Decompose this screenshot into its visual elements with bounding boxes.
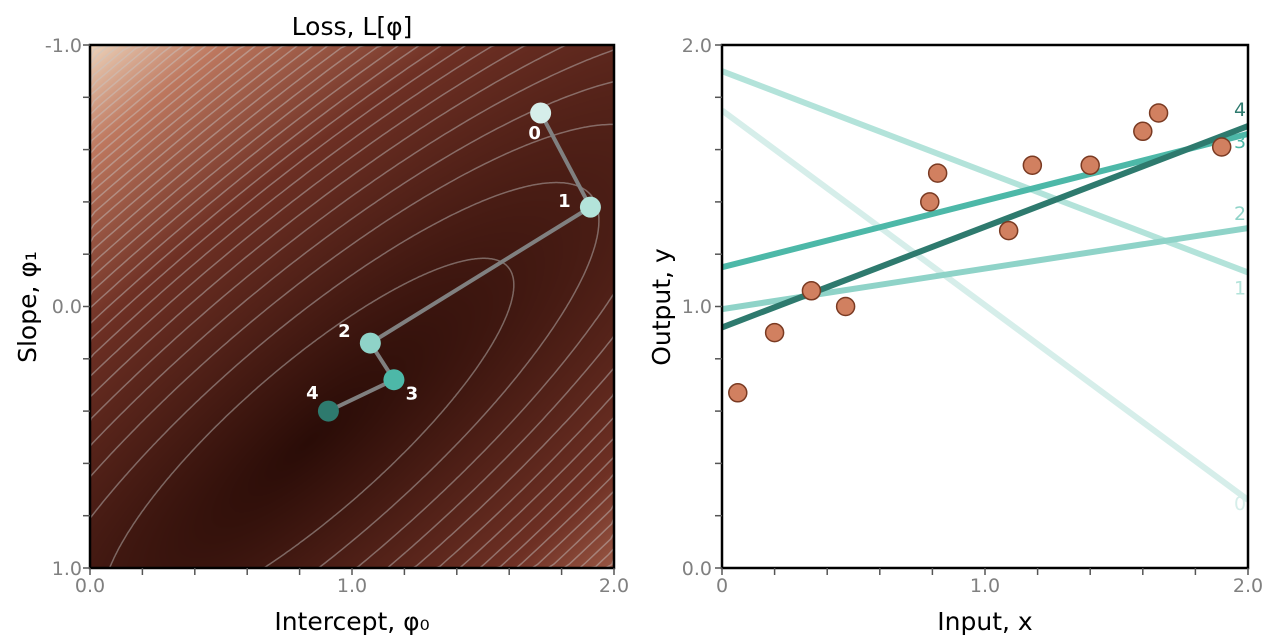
contour-line [89,44,248,174]
contour-line [89,44,615,569]
model-line-label: 0 [1234,493,1246,515]
loss-heatmap [90,45,614,568]
data-points [728,103,1232,403]
left-x-tick: 1.0 [337,575,367,597]
contour-line [89,44,147,90]
contour-line [89,44,265,187]
left-x-tick: 2.0 [599,575,629,597]
path-point-4 [317,400,339,422]
contour-line [89,44,174,116]
left-ticks [83,44,615,575]
contour-line [89,44,615,569]
contour-line [89,44,615,569]
descent-path: 0 1 2 3 4 [306,102,601,422]
contour-line [89,44,274,200]
right-y-label: Output, y [647,248,676,366]
model-line-0 [722,107,1248,503]
data-point [1211,137,1232,157]
path-segment [369,205,592,345]
path-point-label: 0 [528,123,541,144]
contour-line [89,80,615,569]
data-point [1022,155,1043,176]
left-x-label: Intercept, φ₀ [274,607,429,636]
left-x-tick: 0.0 [75,575,105,597]
path-point-1 [579,196,601,218]
model-lines [722,68,1248,503]
contour-line [89,44,134,85]
path-segment [327,377,395,413]
right-y-tick: 1.0 [682,296,712,318]
right-ticks [715,44,1249,575]
path-point-label: 3 [406,384,419,405]
path-point-2 [359,332,381,354]
data-point [998,220,1019,241]
contour-line [89,44,118,65]
right-y-tick: 2.0 [682,35,712,57]
contour-line [89,44,615,569]
contour-line [89,44,208,149]
contour-line [89,44,171,110]
data-point [835,296,856,317]
contour-line [89,44,615,569]
right-y-tick: 0.0 [682,558,712,580]
model-line-label: 1 [1234,278,1246,300]
contour-line [89,44,615,569]
right-x-tick: 2.0 [1233,575,1263,597]
left-title: Loss, L[φ] [292,12,413,41]
data-point [1148,103,1169,123]
right-x-tick: 0 [716,575,728,597]
contour-line [89,44,314,232]
path-point-0 [530,102,552,124]
left-y-tick: 1.0 [52,558,82,580]
data-point [1133,121,1153,142]
model-line-label: 4 [1234,99,1246,121]
path-segment [538,112,593,209]
contour-line [89,44,299,219]
left-y-label: Slope, φ₁ [13,251,42,363]
model-line-label: 3 [1234,131,1246,153]
data-point [728,383,748,403]
contour-line [89,44,615,569]
path-point-label: 1 [558,191,571,212]
contour-line [89,44,105,59]
contour-line [89,44,291,206]
data-point [764,322,785,343]
line-labels: 0 1 2 3 4 [1234,99,1246,515]
contour-line [89,44,227,155]
left-y-tick: -1.0 [45,35,82,57]
contour-line [89,44,615,569]
contour-line [108,257,515,569]
contour-line [89,181,600,569]
path-point-label: 2 [338,321,351,342]
right-x-tick: 1.0 [970,575,1000,597]
contour-line [89,44,615,569]
model-line-label: 2 [1234,203,1246,225]
path-point-3 [383,369,405,391]
right-x-label: Input, x [937,607,1032,636]
path-point-label: 4 [306,383,319,404]
contour-line [89,44,159,104]
data-point [1080,155,1100,176]
data-point [920,192,940,212]
contour-line [89,44,121,71]
contour-line [89,44,197,135]
data-point [801,281,822,301]
contour-line [89,44,185,129]
model-line-3 [722,131,1248,271]
contour-line [89,44,237,168]
data-point [927,163,948,183]
left-y-tick: 0.0 [52,296,82,318]
model-line-4 [722,123,1248,331]
